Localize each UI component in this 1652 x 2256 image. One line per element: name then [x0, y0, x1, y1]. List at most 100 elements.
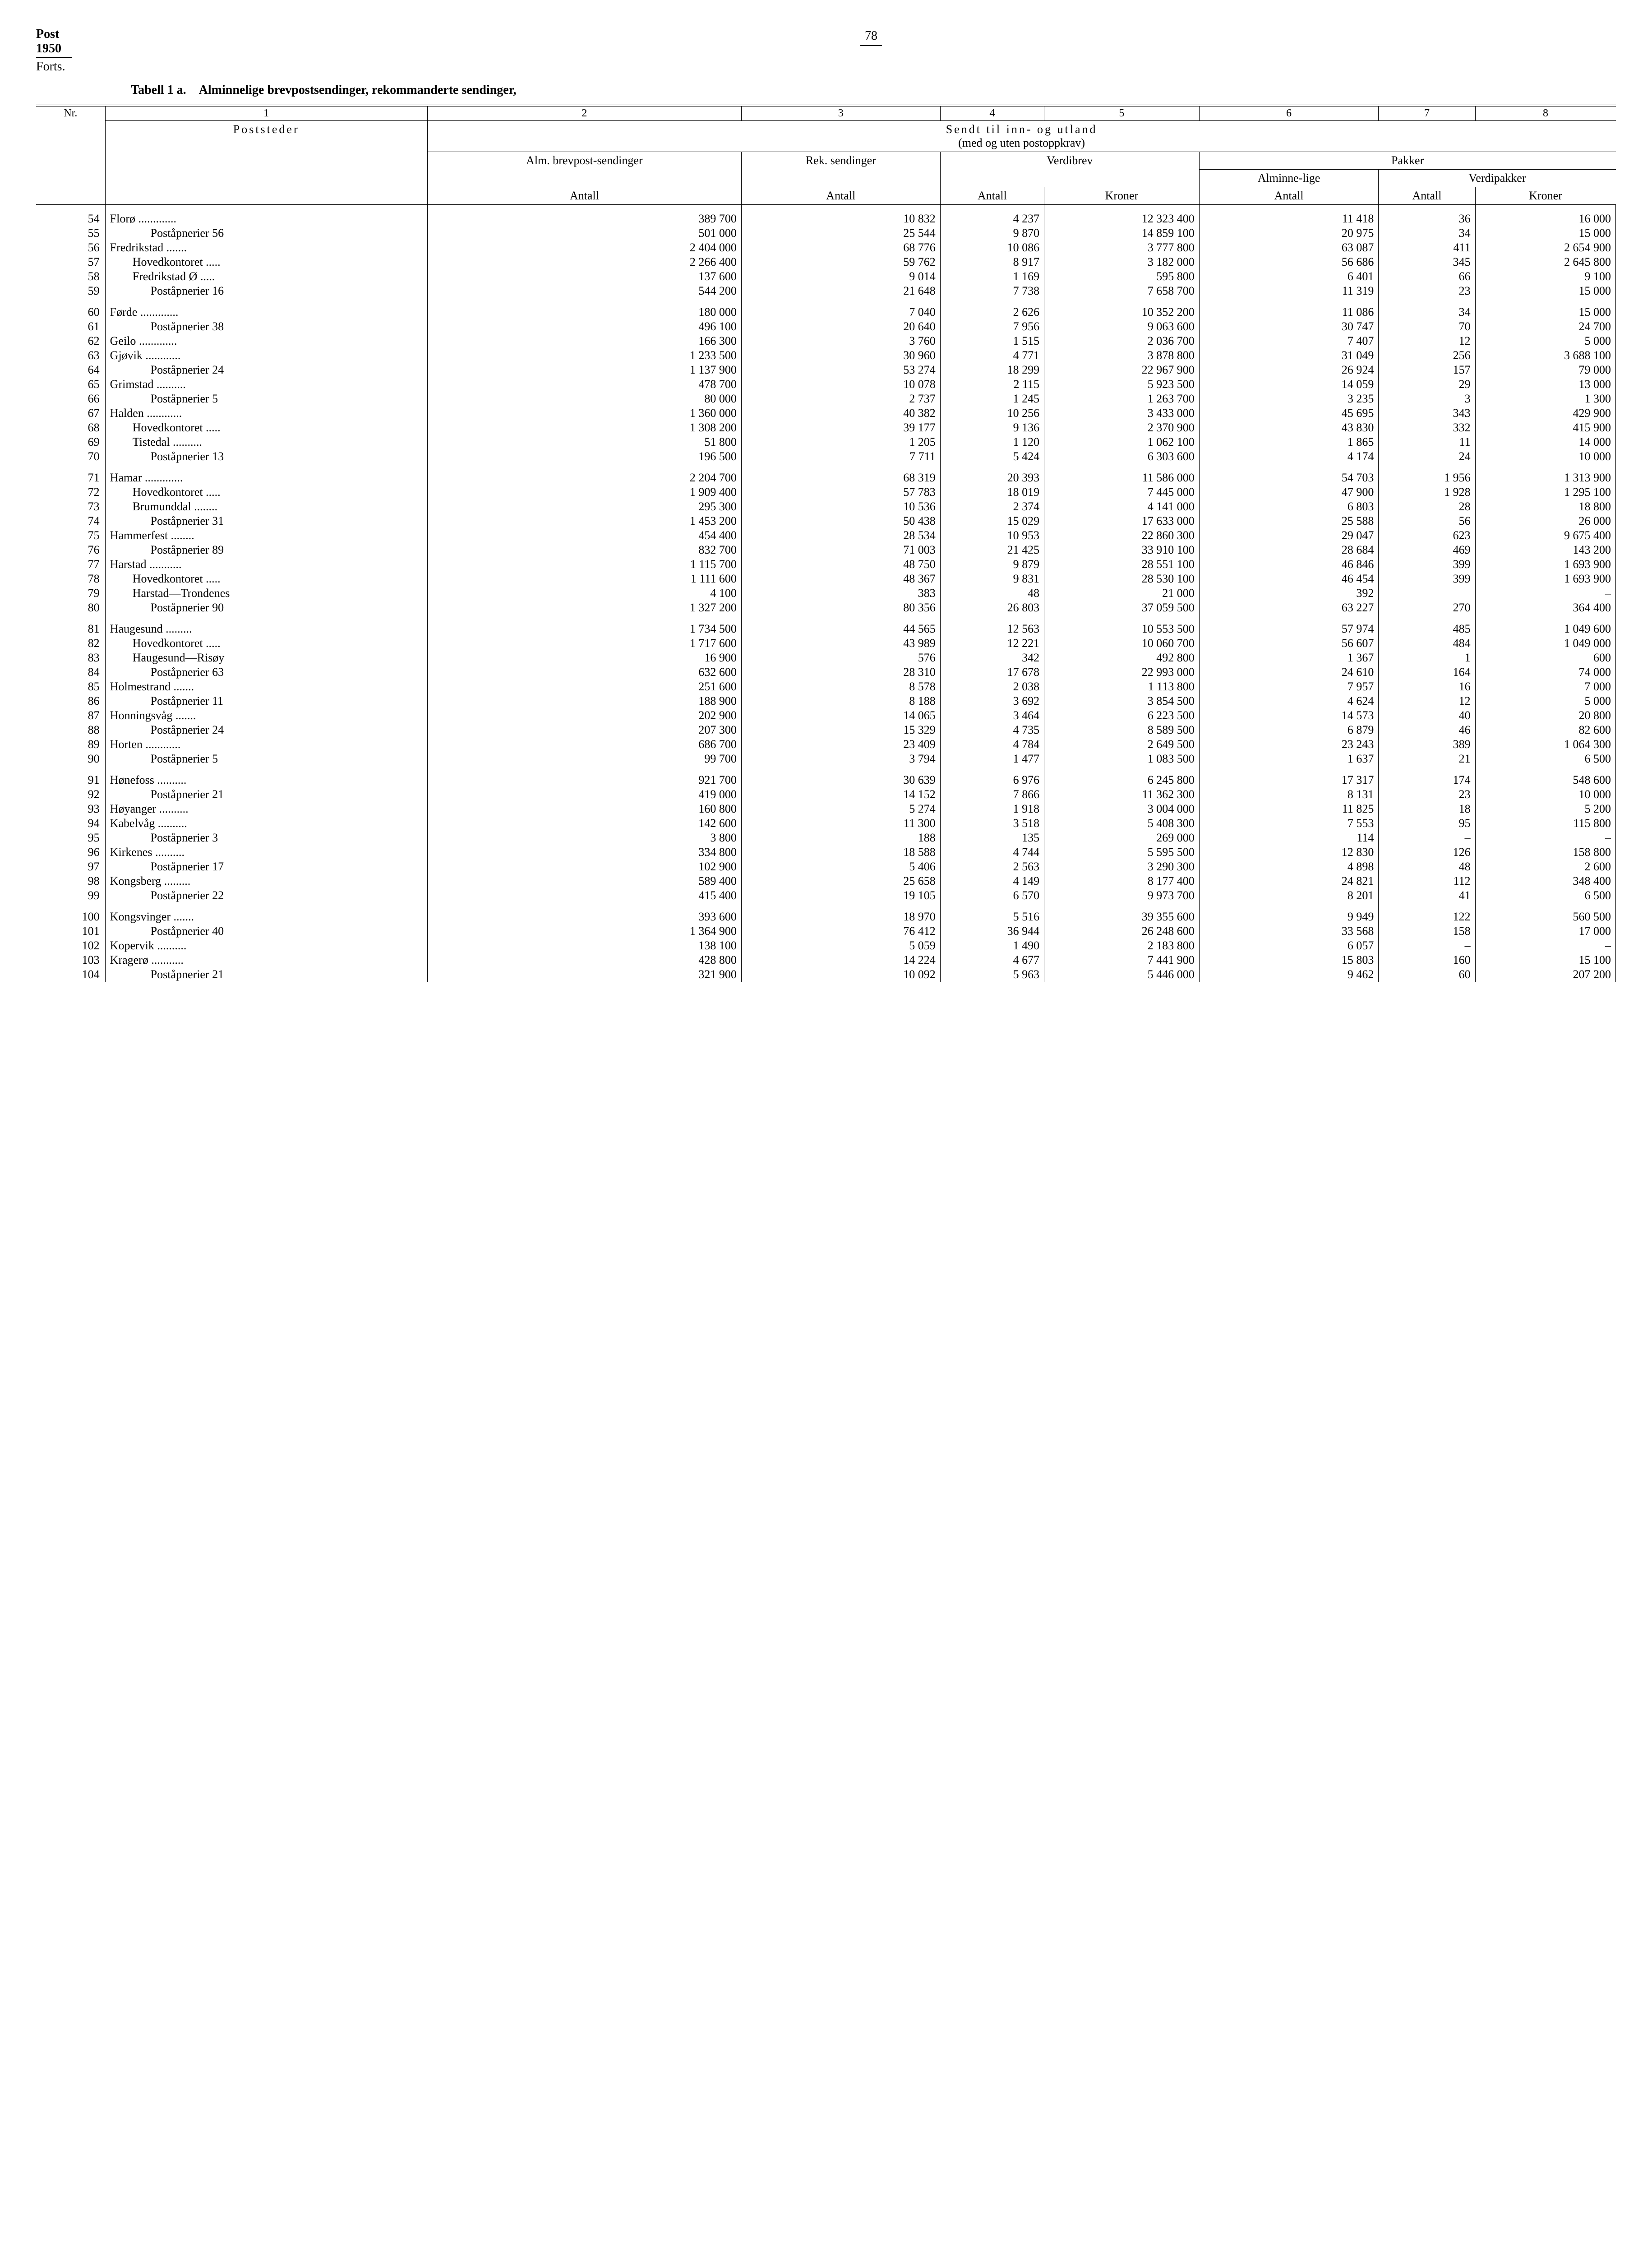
cell-value: 14 859 100	[1044, 226, 1200, 240]
cell-value: 14 573	[1199, 708, 1379, 723]
cell-value: 1 928	[1379, 485, 1475, 499]
cell-value: 1 062 100	[1044, 435, 1200, 449]
cell-value: 11 586 000	[1044, 464, 1200, 485]
cell-value: 2 374	[940, 499, 1044, 514]
cell-value: 2 626	[940, 298, 1044, 319]
cell-value: 5 274	[741, 802, 940, 816]
cell-value: 1 169	[940, 269, 1044, 284]
cell-nr: 95	[36, 831, 105, 845]
cell-value: 1 083 500	[1044, 752, 1200, 766]
cell-value: 82 600	[1475, 723, 1615, 737]
cell-value: 59 762	[741, 255, 940, 269]
cell-value: 16 900	[427, 651, 741, 665]
cell-value: 13 000	[1475, 377, 1615, 392]
cell-value: 31 049	[1199, 348, 1379, 363]
table-row: 100Kongsvinger .......393 60018 9705 516…	[36, 903, 1616, 924]
cell-nr: 81	[36, 615, 105, 636]
cell-value: 46 454	[1199, 572, 1379, 586]
cell-value: 28 684	[1199, 543, 1379, 557]
unit-antall-2: Antall	[741, 187, 940, 205]
cell-value: 54 703	[1199, 464, 1379, 485]
cell-value: 9 100	[1475, 269, 1615, 284]
cell-value: 76 412	[741, 924, 940, 938]
cell-value: 595 800	[1044, 269, 1200, 284]
cell-value: 28 310	[741, 665, 940, 680]
cell-value: 17 317	[1199, 766, 1379, 787]
cell-value: 10 352 200	[1044, 298, 1200, 319]
cell-place: Grimstad ..........	[105, 377, 427, 392]
cell-value: 19 105	[741, 888, 940, 903]
cell-value: 3 518	[940, 816, 1044, 831]
cell-value: 7 441 900	[1044, 953, 1200, 967]
cell-nr: 79	[36, 586, 105, 601]
cell-value: 160	[1379, 953, 1475, 967]
cell-value: 7 407	[1199, 334, 1379, 348]
cell-value: 1 049 000	[1475, 636, 1615, 651]
post-year-block: Post 1950 Forts.	[36, 27, 126, 74]
cell-value: 79 000	[1475, 363, 1615, 377]
cell-value: 321 900	[427, 967, 741, 982]
cell-place: Poståpnerier 21	[105, 967, 427, 982]
cell-value: 6 245 800	[1044, 766, 1200, 787]
cell-place: Geilo .............	[105, 334, 427, 348]
cell-value: 34	[1379, 226, 1475, 240]
cell-value: 7 738	[940, 284, 1044, 298]
cell-value: 548 600	[1475, 766, 1615, 787]
cell-value: 63 227	[1199, 601, 1379, 615]
cell-place: Poståpnerier 24	[105, 363, 427, 377]
cell-place: Poståpnerier 63	[105, 665, 427, 680]
cell-value: 56 607	[1199, 636, 1379, 651]
cell-value: 5 923 500	[1044, 377, 1200, 392]
cell-place: Poståpnerier 22	[105, 888, 427, 903]
unit-antall-3: Antall	[940, 187, 1044, 205]
cell-value: 80 000	[427, 392, 741, 406]
table-row: 56Fredrikstad .......2 404 00068 77610 0…	[36, 240, 1616, 255]
cell-value: 1 263 700	[1044, 392, 1200, 406]
cell-value: 26 248 600	[1044, 924, 1200, 938]
cell-value: 66	[1379, 269, 1475, 284]
cell-value: 11 418	[1199, 205, 1379, 227]
cell-place: Høyanger ..........	[105, 802, 427, 816]
cell-nr: 73	[36, 499, 105, 514]
cell-value: 342	[940, 651, 1044, 665]
cell-value: 47 900	[1199, 485, 1379, 499]
cell-place: Kongsvinger .......	[105, 903, 427, 924]
cell-nr: 63	[36, 348, 105, 363]
cell-place: Hovedkontoret .....	[105, 572, 427, 586]
table-row: 72Hovedkontoret .....1 909 40057 78318 0…	[36, 485, 1616, 499]
cell-nr: 71	[36, 464, 105, 485]
cell-value: 5 059	[741, 938, 940, 953]
cell-value: 36	[1379, 205, 1475, 227]
cell-place: Poståpnerier 16	[105, 284, 427, 298]
unit-kroner-2: Kroner	[1475, 187, 1615, 205]
cell-nr: 67	[36, 406, 105, 421]
cell-value: 10 092	[741, 967, 940, 982]
cell-value: 1 477	[940, 752, 1044, 766]
cell-value: –	[1475, 938, 1615, 953]
cell-value: 576	[741, 651, 940, 665]
cell-value: 5 406	[741, 860, 940, 874]
cell-value: 33 568	[1199, 924, 1379, 938]
cell-nr: 68	[36, 421, 105, 435]
cell-place: Halden ............	[105, 406, 427, 421]
cell-value: 39 355 600	[1044, 903, 1200, 924]
table-row: 104Poståpnerier 21321 90010 0925 9635 44…	[36, 967, 1616, 982]
header-alm: Alm. brevpost-sendinger	[427, 152, 741, 187]
cell-value: 53 274	[741, 363, 940, 377]
cell-place: Poståpnerier 40	[105, 924, 427, 938]
cell-value: 57 783	[741, 485, 940, 499]
table-row: 92Poståpnerier 21419 00014 1527 86611 36…	[36, 787, 1616, 802]
cell-value: 4 784	[940, 737, 1044, 752]
cell-value: 112	[1379, 874, 1475, 888]
cell-value: 68 319	[741, 464, 940, 485]
cell-place: Poståpnerier 3	[105, 831, 427, 845]
cell-value: 3 235	[1199, 392, 1379, 406]
colnum-6: 6	[1199, 106, 1379, 121]
cell-value: 80 356	[741, 601, 940, 615]
cell-place: Harstad—Trondenes	[105, 586, 427, 601]
cell-value: 48	[940, 586, 1044, 601]
cell-value: 37 059 500	[1044, 601, 1200, 615]
cell-value: 7 445 000	[1044, 485, 1200, 499]
cell-value: 1 717 600	[427, 636, 741, 651]
cell-value: 99 700	[427, 752, 741, 766]
